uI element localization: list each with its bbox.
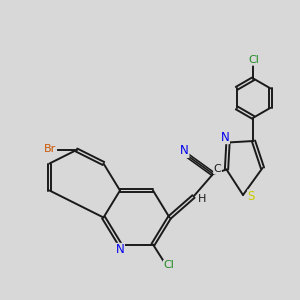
Text: Br: Br: [44, 144, 56, 154]
Text: C: C: [214, 164, 221, 174]
Text: Cl: Cl: [248, 55, 259, 65]
Text: N: N: [180, 144, 189, 158]
Text: H: H: [198, 194, 206, 205]
Text: N: N: [220, 130, 230, 144]
Text: S: S: [248, 190, 255, 203]
Text: Cl: Cl: [164, 260, 174, 271]
Text: N: N: [116, 243, 124, 256]
